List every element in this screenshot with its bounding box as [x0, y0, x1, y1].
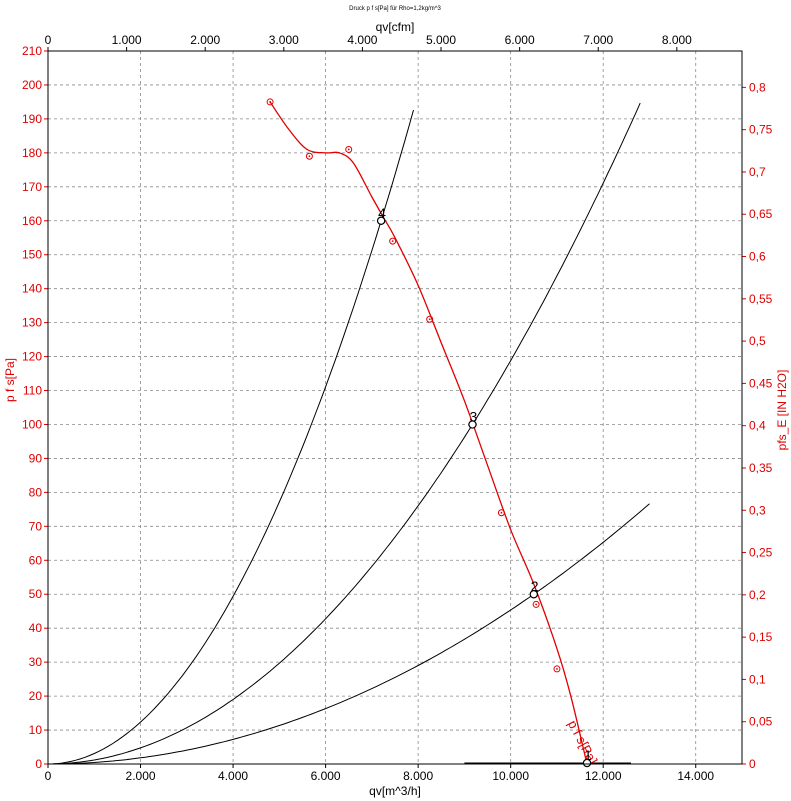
y-right-tick-label: 0,4	[749, 419, 766, 433]
measurement-point	[305, 152, 313, 160]
measurement-point-dot	[391, 240, 394, 243]
y-left-tick-label: 30	[29, 655, 43, 669]
series-layer	[47, 98, 650, 765]
y-right-tick-label: 0,6	[749, 250, 766, 264]
y-left-tick-label: 120	[22, 350, 42, 364]
x-bottom-tick-label: 8.000	[403, 769, 433, 783]
y-right-tick-label: 0,65	[749, 207, 773, 221]
grid-layer	[48, 51, 742, 764]
x-top-tick-label: 2.000	[190, 33, 220, 47]
x-bottom-tick-label: 4.000	[218, 769, 248, 783]
measurement-point	[345, 145, 353, 153]
y-right-tick-label: 0,3	[749, 503, 766, 517]
operating-point	[468, 420, 477, 429]
y-left-tick-label: 50	[29, 587, 43, 601]
y-left-tick-label: 70	[29, 519, 43, 533]
y-left-tick-label: 210	[22, 44, 42, 58]
y-right-tick-label: 0,45	[749, 376, 773, 390]
measurement-point	[426, 315, 434, 323]
y-right-tick-label: 0	[749, 757, 756, 771]
measurement-point	[497, 509, 505, 517]
x-bottom-tick-label: 6.000	[311, 769, 341, 783]
y-left-tick-label: 170	[22, 180, 42, 194]
operating-point-label: 4	[378, 205, 386, 221]
operating-point-label: 3	[469, 408, 477, 424]
y-left-tick-label: 80	[29, 485, 43, 499]
x-bottom-tick-label: 2.000	[126, 769, 156, 783]
y-right-tick-label: 0,55	[749, 292, 773, 306]
x-bottom-tick-label: 12.000	[585, 769, 622, 783]
y-right-tick-label: 0,2	[749, 588, 766, 602]
measurement-point-dot	[347, 148, 350, 151]
y-left-tick-label: 110	[23, 384, 42, 398]
y-left-tick-label: 40	[29, 621, 43, 635]
x-bottom-tick-label: 10.000	[492, 769, 529, 783]
y-left-tick-label: 180	[22, 146, 42, 160]
y-left-tick-label: 90	[29, 451, 43, 465]
x-top-tick-label: 8.000	[662, 33, 692, 47]
measurement-point-dot	[535, 603, 538, 606]
pressure-curve-label: p f s[Pa]	[565, 718, 601, 767]
y-right-tick-label: 0,15	[749, 630, 773, 644]
system-curve	[48, 102, 641, 765]
y-left-tick-label: 130	[22, 316, 42, 330]
measurement-point	[389, 237, 397, 245]
measurement-point-dot	[556, 668, 558, 670]
x-top-axis-label: qv[cfm]	[376, 20, 415, 34]
chart-title: Druck p f s[Pa] für Rho=1,2kg/m^3	[349, 6, 441, 12]
operating-point	[529, 590, 539, 599]
operating-point	[376, 216, 386, 225]
measurement-point-dot	[500, 511, 503, 514]
x-bottom-axis-label: qv[m^3/h]	[369, 784, 421, 798]
measurement-point	[532, 600, 540, 608]
x-top-tick-label: 0	[45, 33, 52, 47]
y-right-tick-label: 0,7	[749, 165, 766, 179]
y-left-tick-label: 0	[35, 757, 42, 771]
x-top-tick-label: 7.000	[583, 33, 613, 47]
tick-layer: 0 2.000 4.000 6.000 8.000 10.000 12.000 14.0000…	[22, 33, 773, 783]
y-right-tick-label: 0,35	[749, 461, 773, 475]
y-left-tick-label: 100	[22, 417, 42, 431]
measurement-point-dot	[308, 155, 311, 158]
operating-point-label: 2	[531, 578, 539, 594]
x-top-tick-label: 4.000	[347, 33, 377, 47]
operating-point	[582, 758, 592, 768]
y-left-tick-label: 140	[22, 282, 42, 296]
measurement-point	[266, 98, 274, 106]
plot-frame	[47, 50, 743, 765]
y-left-tick-label: 150	[22, 248, 42, 262]
y-left-axis-label: p f s[Pa]	[3, 358, 17, 402]
measurement-point	[553, 665, 561, 673]
measurement-point-dot	[269, 101, 271, 103]
y-left-tick-label: 20	[29, 689, 43, 703]
x-top-tick-label: 5.000	[426, 33, 456, 47]
y-right-tick-label: 0,8	[749, 80, 766, 94]
operating-point-label: 1	[584, 747, 592, 763]
y-right-tick-label: 0,75	[749, 123, 773, 137]
y-right-axis-label: pfs_E [IN H2O]	[775, 370, 789, 451]
x-top-tick-label: 3.000	[269, 33, 299, 47]
system-curve	[48, 503, 650, 765]
pressure-curve	[269, 101, 588, 765]
y-right-tick-label: 0,25	[749, 546, 773, 560]
y-right-tick-label: 0,05	[749, 715, 773, 729]
measurement-point-dot	[428, 318, 431, 321]
y-right-tick-label: 0,1	[749, 672, 766, 686]
x-bottom-tick-label: 14.000	[677, 769, 714, 783]
x-top-tick-label: 1.000	[112, 33, 142, 47]
y-left-tick-label: 10	[29, 723, 43, 737]
y-left-tick-label: 160	[22, 214, 42, 228]
y-left-tick-label: 60	[29, 553, 43, 567]
x-top-tick-label: 6.000	[505, 33, 535, 47]
x-bottom-tick-label: 0	[45, 769, 52, 783]
y-left-tick-label: 190	[22, 112, 42, 126]
y-right-tick-label: 0,5	[749, 334, 766, 348]
y-left-tick-label: 200	[22, 78, 42, 92]
system-curve	[47, 109, 414, 765]
